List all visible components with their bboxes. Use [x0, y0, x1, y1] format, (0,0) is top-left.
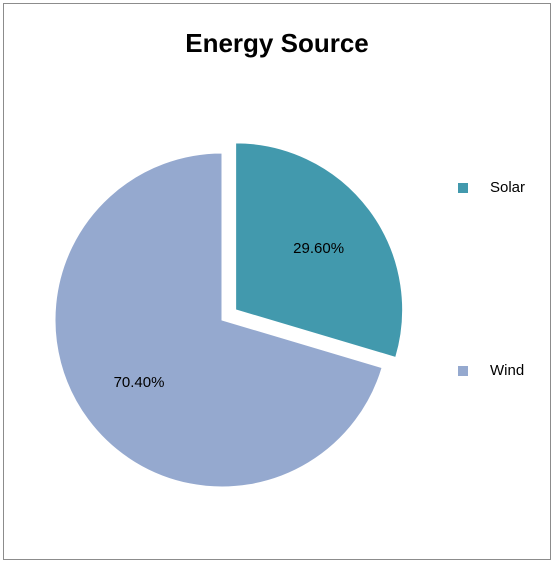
legend-swatch-solar	[458, 182, 468, 193]
pie-slice-wind	[54, 152, 383, 488]
legend-label-solar: Solar	[490, 179, 526, 196]
chart-title: Energy Source	[185, 28, 369, 58]
data-label-solar: 29.60%	[293, 240, 344, 257]
legend-item-solar: Solar	[458, 179, 525, 196]
pie-slice-solar	[235, 142, 404, 359]
legend-swatch-wind	[458, 365, 468, 376]
pie-slices	[54, 142, 404, 488]
legend-label-wind: Wind	[490, 362, 525, 379]
pie-data-labels: 29.60% 70.40%	[114, 240, 344, 391]
legend-item-wind: Wind	[458, 362, 524, 379]
data-label-wind: 70.40%	[114, 374, 165, 391]
